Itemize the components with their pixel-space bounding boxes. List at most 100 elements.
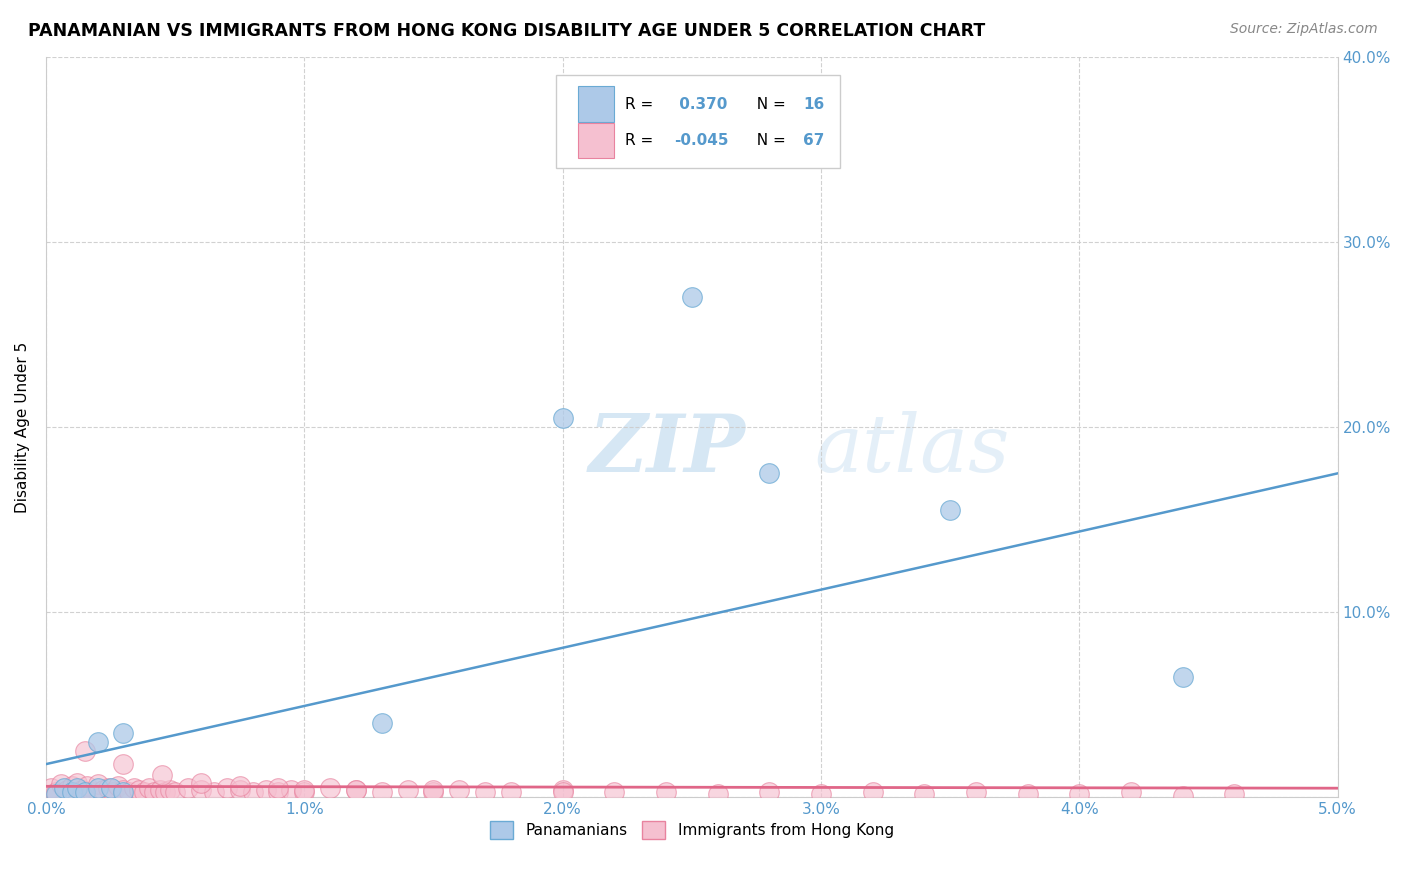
Point xyxy=(138,781,160,796)
Point xyxy=(165,785,187,799)
Point xyxy=(91,783,114,797)
Point xyxy=(134,785,156,799)
Point xyxy=(551,410,574,425)
Point xyxy=(1171,670,1194,684)
Point xyxy=(150,768,173,782)
Point xyxy=(1017,787,1039,801)
Point xyxy=(810,787,832,801)
Point xyxy=(242,785,264,799)
Point xyxy=(551,783,574,797)
Text: 16: 16 xyxy=(803,96,824,112)
Point xyxy=(1069,787,1091,801)
Point xyxy=(371,716,394,731)
Text: 0.370: 0.370 xyxy=(673,96,727,112)
Point xyxy=(153,785,176,799)
Legend: Panamanians, Immigrants from Hong Kong: Panamanians, Immigrants from Hong Kong xyxy=(484,814,900,846)
Point xyxy=(177,781,200,796)
Point xyxy=(371,785,394,799)
Point xyxy=(39,781,62,796)
Point xyxy=(449,783,471,797)
Point xyxy=(267,781,290,796)
Text: atlas: atlas xyxy=(814,410,1010,488)
FancyBboxPatch shape xyxy=(557,75,841,168)
Point xyxy=(422,783,444,797)
Point xyxy=(82,785,104,799)
Point xyxy=(215,781,238,796)
Point xyxy=(86,735,108,749)
FancyBboxPatch shape xyxy=(578,87,614,122)
Text: -0.045: -0.045 xyxy=(673,133,728,148)
Point xyxy=(45,787,67,801)
Point xyxy=(53,781,76,796)
Point xyxy=(655,785,678,799)
Point xyxy=(128,783,150,797)
Point xyxy=(107,780,129,794)
Text: Source: ZipAtlas.com: Source: ZipAtlas.com xyxy=(1230,22,1378,37)
Point xyxy=(344,783,367,797)
Point xyxy=(97,781,120,796)
Point xyxy=(1171,789,1194,803)
Point xyxy=(267,785,290,799)
Point xyxy=(190,775,212,789)
Text: N =: N = xyxy=(748,96,792,112)
Point xyxy=(912,787,935,801)
Text: 67: 67 xyxy=(803,133,824,148)
Point xyxy=(319,781,342,796)
Point xyxy=(292,783,315,797)
Point xyxy=(474,785,496,799)
Point xyxy=(149,783,172,797)
Point xyxy=(280,783,302,797)
Point xyxy=(55,783,77,797)
Point xyxy=(254,783,277,797)
Point xyxy=(681,290,703,304)
Point xyxy=(76,780,98,794)
Text: PANAMANIAN VS IMMIGRANTS FROM HONG KONG DISABILITY AGE UNDER 5 CORRELATION CHART: PANAMANIAN VS IMMIGRANTS FROM HONG KONG … xyxy=(28,22,986,40)
Text: N =: N = xyxy=(748,133,792,148)
Point xyxy=(117,785,139,799)
Point xyxy=(112,785,135,799)
Point xyxy=(45,785,67,799)
Point xyxy=(603,785,626,799)
Point xyxy=(758,785,780,799)
Point xyxy=(862,785,884,799)
Point xyxy=(499,785,522,799)
Text: R =: R = xyxy=(624,133,658,148)
Point xyxy=(344,783,367,797)
Point xyxy=(551,785,574,799)
Y-axis label: Disability Age Under 5: Disability Age Under 5 xyxy=(15,342,30,513)
Point xyxy=(190,783,212,797)
Point xyxy=(60,780,83,794)
Point xyxy=(112,725,135,739)
Point xyxy=(100,781,122,796)
Text: ZIP: ZIP xyxy=(589,410,745,488)
Point xyxy=(396,783,419,797)
Point xyxy=(422,785,444,799)
Point xyxy=(73,785,96,799)
Point xyxy=(86,781,108,796)
Point xyxy=(939,503,962,517)
Point xyxy=(112,783,135,797)
Point xyxy=(292,785,315,799)
Point xyxy=(70,783,93,797)
Point xyxy=(122,781,145,796)
Point xyxy=(159,783,181,797)
FancyBboxPatch shape xyxy=(578,122,614,158)
Point xyxy=(228,783,250,797)
Point xyxy=(228,780,250,794)
Point xyxy=(706,787,728,801)
Point xyxy=(73,744,96,758)
Point xyxy=(66,781,89,796)
Point xyxy=(965,785,987,799)
Point xyxy=(66,775,89,789)
Point xyxy=(51,777,73,791)
Point xyxy=(101,785,124,799)
Point xyxy=(1119,785,1142,799)
Point xyxy=(143,785,166,799)
Point xyxy=(112,757,135,772)
Point xyxy=(60,785,83,799)
Point xyxy=(758,467,780,481)
Point xyxy=(86,777,108,791)
Point xyxy=(1223,787,1246,801)
Point xyxy=(202,785,225,799)
Text: R =: R = xyxy=(624,96,658,112)
